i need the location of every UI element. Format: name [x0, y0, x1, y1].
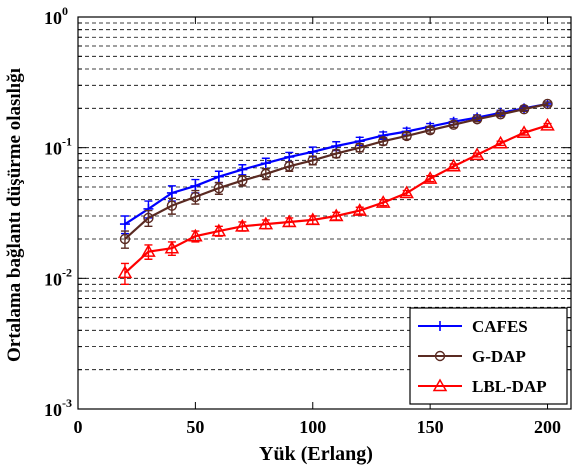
data-point [211, 223, 227, 237]
data-point [307, 146, 318, 157]
data-point [143, 212, 154, 224]
data-point [540, 117, 555, 131]
legend-label: LBL-DAP [472, 377, 547, 396]
data-point [190, 191, 201, 203]
x-tick-label: 200 [534, 417, 561, 437]
data-point [166, 200, 178, 211]
data-point [399, 185, 414, 199]
data-point [166, 187, 177, 198]
data-point [471, 114, 483, 125]
data-point [377, 136, 389, 147]
y-tick-label: 10-1 [44, 135, 72, 159]
data-point [119, 233, 131, 245]
error-bar [543, 101, 552, 107]
grid [78, 22, 571, 371]
y-axis-label: Ortalama bağlantı düşürme olasılığı [4, 68, 25, 362]
data-point [516, 125, 532, 139]
data-point [213, 182, 225, 194]
x-tick-label: 50 [186, 417, 204, 437]
data-point [117, 265, 133, 279]
series-lbl-dap [117, 117, 555, 286]
series-line [124, 124, 548, 274]
data-point [307, 155, 318, 166]
data-point [542, 98, 553, 110]
data-point [493, 135, 508, 149]
data-point [401, 130, 412, 142]
legend-label: CAFES [472, 317, 528, 336]
data-point [424, 125, 436, 136]
series-g-dap [119, 98, 553, 249]
y-tick-label: 10-3 [44, 396, 72, 420]
data-point [448, 119, 459, 130]
x-axis-label: Yük (Erlang) [259, 443, 373, 465]
plot-frame [77, 16, 572, 410]
data-point [258, 216, 274, 230]
data-point [469, 147, 485, 161]
data-point [235, 218, 250, 232]
data-point [141, 244, 156, 257]
y-tick-label: 10-2 [44, 265, 72, 289]
data-point [188, 228, 203, 242]
x-tick-label: 100 [299, 417, 326, 437]
data-point [432, 378, 448, 392]
data-point [213, 171, 224, 182]
legend: CAFES G-DAP LBL-DAP [409, 307, 568, 405]
data-point [190, 180, 201, 191]
series-layer [117, 98, 555, 286]
data-point [518, 103, 530, 115]
x-tick-label: 150 [417, 417, 444, 437]
legend-entry: G-DAP [418, 347, 526, 366]
data-point [328, 208, 344, 222]
data-point [237, 175, 248, 186]
data-point [164, 240, 180, 254]
data-point [495, 109, 506, 120]
data-point [260, 158, 271, 169]
data-point [284, 161, 295, 172]
series-line [124, 102, 548, 240]
data-point [375, 195, 391, 208]
legend-entry: LBL-DAP [418, 377, 547, 396]
data-point [281, 214, 297, 228]
legend-entry: CAFES [418, 317, 528, 336]
data-point [119, 219, 130, 230]
data-point [305, 212, 321, 226]
data-point [352, 203, 368, 216]
data-point [237, 164, 248, 175]
data-point [284, 151, 295, 162]
data-point [260, 168, 272, 180]
axis-ticks: 10-3 10-2 10-1 100 0 50 100 150 200 [44, 4, 571, 437]
x-tick-label: 0 [74, 417, 83, 437]
y-tick-label: 100 [44, 4, 68, 28]
data-point [422, 171, 438, 184]
data-point [434, 350, 446, 362]
data-point [435, 321, 445, 331]
legend-label: G-DAP [472, 347, 526, 366]
data-point [446, 158, 461, 172]
data-point [354, 142, 365, 153]
data-point [331, 148, 342, 159]
